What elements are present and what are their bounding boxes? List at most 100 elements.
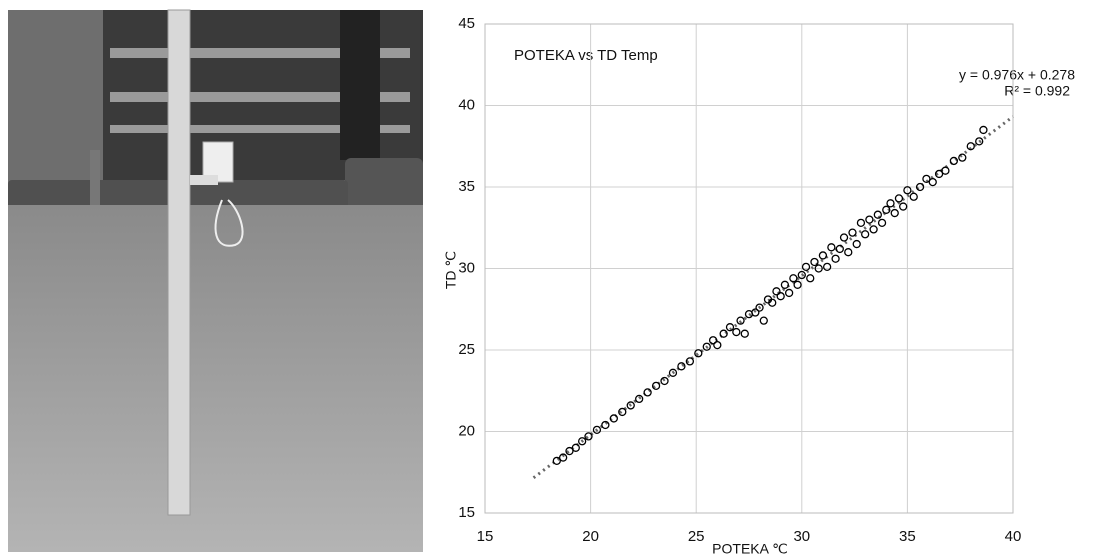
- point: [839, 233, 849, 242]
- y-tick-label: 20: [458, 422, 475, 439]
- point: [882, 205, 891, 214]
- point: [571, 443, 580, 452]
- point: [979, 125, 988, 135]
- point: [626, 401, 635, 410]
- point: [635, 394, 644, 404]
- point: [740, 329, 749, 338]
- point: [592, 425, 602, 435]
- point: [801, 262, 811, 272]
- point: [861, 230, 870, 239]
- point: [818, 251, 828, 260]
- point: [886, 199, 895, 208]
- point: [702, 342, 711, 351]
- point: [660, 376, 669, 386]
- trendline-equation: y = 0.976x + 0.278: [959, 67, 1075, 83]
- point: [941, 166, 950, 175]
- point: [822, 262, 832, 272]
- point: [890, 208, 899, 218]
- x-tick-label: 15: [477, 528, 494, 545]
- point: [584, 432, 593, 441]
- point: [869, 225, 878, 234]
- chart-title: POTEKA vs TD Temp: [514, 47, 658, 64]
- point: [949, 156, 959, 166]
- point: [827, 243, 836, 252]
- point: [928, 177, 937, 187]
- point: [776, 292, 785, 301]
- point: [677, 362, 686, 371]
- tree-trunk: [340, 10, 380, 160]
- point: [772, 287, 781, 296]
- y-tick-label: 25: [458, 341, 475, 358]
- point: [708, 336, 718, 345]
- point: [643, 388, 652, 397]
- y-axis-label: TD ℃: [443, 251, 459, 289]
- x-tick-label: 40: [1005, 528, 1022, 545]
- point: [759, 316, 768, 325]
- y-tick-label: 40: [458, 96, 475, 113]
- trendline: [532, 115, 1014, 479]
- x-tick-label: 20: [582, 528, 599, 545]
- point: [852, 239, 861, 249]
- point: [848, 228, 857, 237]
- cable: [214, 199, 244, 247]
- point: [865, 215, 874, 224]
- point: [844, 248, 853, 257]
- point: [578, 437, 587, 446]
- y-tick-label: 15: [458, 504, 475, 521]
- bracket: [190, 175, 218, 185]
- point: [899, 202, 908, 211]
- y-tick-label: 35: [458, 178, 475, 195]
- point: [856, 218, 866, 228]
- grass: [8, 205, 423, 552]
- point: [732, 327, 741, 337]
- hedge: [345, 158, 423, 214]
- point: [877, 218, 887, 228]
- windows: [110, 48, 410, 133]
- point: [685, 357, 695, 366]
- point: [755, 303, 764, 312]
- point: [736, 316, 745, 325]
- x-tick-label: 30: [793, 528, 810, 545]
- point: [751, 308, 760, 317]
- point: [668, 368, 678, 377]
- chart: POTEKA vs TD Temp y = 0.976x + 0.278 R² …: [443, 15, 1076, 557]
- y-tick-label: 45: [458, 15, 475, 32]
- point: [975, 137, 984, 146]
- point: [789, 274, 798, 283]
- point: [784, 288, 794, 298]
- point: [894, 194, 904, 203]
- statue: [90, 150, 100, 205]
- point: [797, 270, 806, 280]
- point: [835, 244, 844, 254]
- point: [565, 446, 574, 456]
- point: [922, 174, 931, 184]
- y-tick-label: 30: [458, 259, 475, 276]
- point: [768, 298, 777, 307]
- x-tick-label: 25: [688, 528, 705, 545]
- point: [719, 329, 728, 338]
- point: [552, 456, 561, 465]
- point: [558, 453, 568, 462]
- point: [831, 254, 840, 263]
- photo: [8, 9, 423, 552]
- point: [806, 274, 815, 283]
- point: [609, 414, 618, 423]
- point: [909, 192, 918, 201]
- point: [601, 420, 610, 430]
- point: [814, 264, 823, 273]
- point: [810, 257, 819, 267]
- point: [903, 186, 912, 195]
- point: [873, 210, 882, 219]
- point: [713, 340, 722, 350]
- point: [725, 323, 735, 332]
- trees: [8, 10, 103, 190]
- plot-border: [484, 23, 1014, 514]
- x-tick-label: 35: [899, 528, 916, 545]
- point: [793, 280, 802, 289]
- x-axis-label: POTEKA ℃: [712, 541, 788, 557]
- point: [618, 407, 627, 417]
- point: [694, 349, 703, 358]
- point: [915, 182, 925, 192]
- point: [651, 381, 661, 391]
